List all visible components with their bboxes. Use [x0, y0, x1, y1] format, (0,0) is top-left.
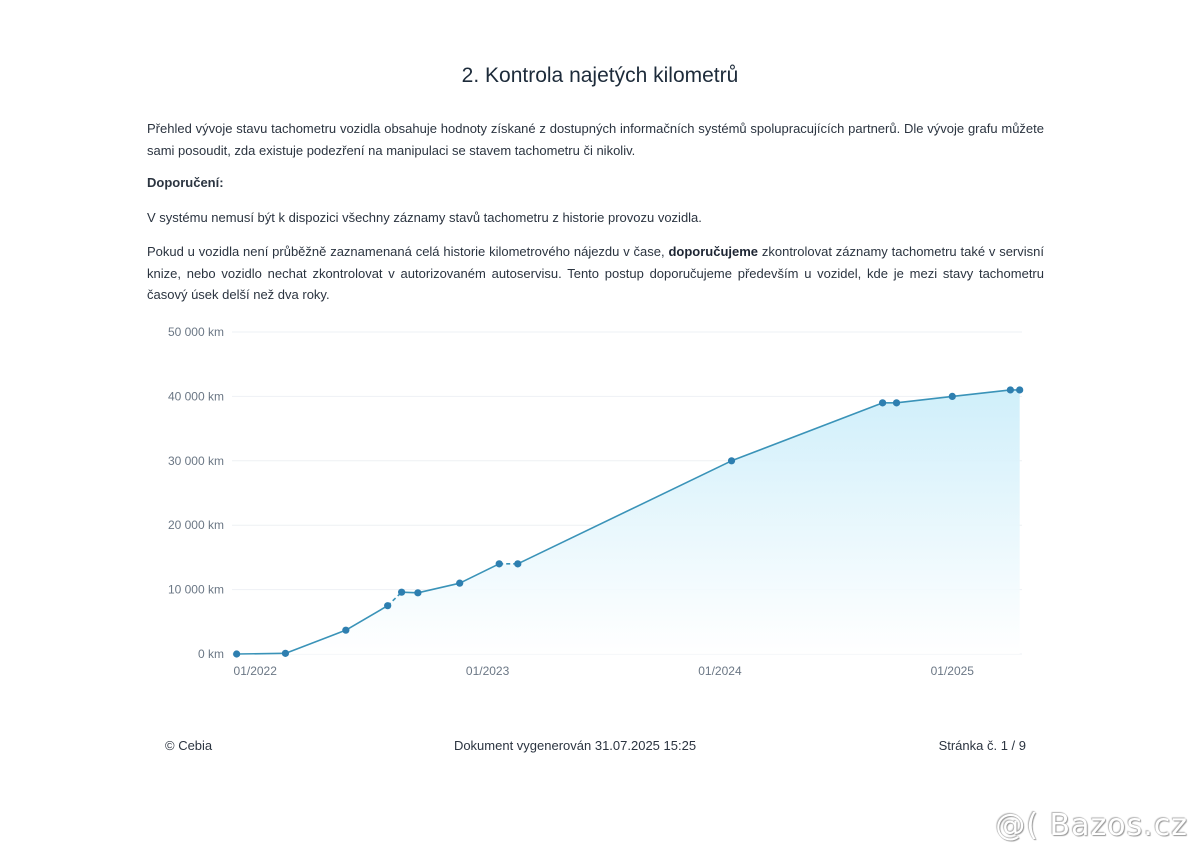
data-point[interactable] — [342, 626, 350, 634]
recommendation-paragraph: Pokud u vozidla není průběžně zaznamenan… — [147, 241, 1044, 306]
chart-area-layer — [236, 389, 1020, 654]
footer-generated: Dokument vygenerován 31.07.2025 15:25 — [453, 738, 697, 753]
series-line-segment — [459, 563, 500, 584]
x-tick-label: 01/2022 — [234, 664, 278, 678]
data-point[interactable] — [892, 399, 901, 407]
x-axis-labels: 01/2022 01/2023 01/2024 01/2025 — [234, 664, 975, 678]
y-tick-label: 0 km — [198, 647, 224, 661]
series-line-segment — [896, 395, 953, 404]
y-axis-labels: 0 km 10 000 km 20 000 km 30 000 km 40 000 km… — [168, 325, 224, 661]
data-point[interactable] — [514, 560, 522, 568]
y-tick-label: 40 000 km — [168, 389, 224, 403]
x-tick-label: 01/2023 — [466, 664, 510, 678]
footer-copyright: © Cebia — [165, 738, 213, 753]
data-point[interactable] — [727, 457, 736, 465]
data-point[interactable] — [233, 650, 241, 658]
series-line-segment — [731, 402, 883, 462]
y-tick-label: 30 000 km — [168, 454, 224, 468]
data-point[interactable] — [1006, 386, 1014, 394]
data-point[interactable] — [414, 589, 422, 597]
recommendation-text-end: zkontrolovat záznamy tachometru také v s… — [147, 244, 1044, 302]
series-line-segment — [417, 582, 460, 594]
chart-point-layer — [233, 386, 1024, 658]
y-tick-label: 20 000 km — [168, 518, 224, 532]
series-line-segment — [952, 389, 1011, 398]
recommendation-bold: doporučujeme — [668, 244, 759, 259]
y-tick-label: 50 000 km — [168, 325, 224, 339]
series-line-segment — [236, 652, 286, 655]
data-point[interactable] — [398, 588, 406, 596]
page-title: 2. Kontrola najetých kilometrů — [461, 64, 739, 87]
data-point[interactable] — [878, 399, 887, 407]
x-tick-label: 01/2024 — [698, 664, 742, 678]
series-area — [236, 389, 1020, 654]
data-point[interactable] — [1016, 386, 1024, 394]
data-point[interactable] — [495, 560, 503, 568]
series-line-segment — [345, 605, 389, 631]
watermark-logo: @( Bazos.cz — [995, 808, 1188, 843]
data-point[interactable] — [948, 392, 956, 400]
data-point[interactable] — [281, 649, 290, 657]
recommendation-heading: Doporučení: — [147, 175, 224, 190]
intro-paragraph: Přehled vývoje stavu tachometru vozidla … — [147, 121, 1044, 158]
series-line-segment — [285, 629, 347, 655]
footer-page-number: Stránka č. 1 / 9 — [938, 738, 1026, 753]
series-line-segment — [517, 460, 732, 565]
recommendation-text-start: Pokud u vozidla není průběžně zaznamenan… — [147, 244, 669, 259]
data-point[interactable] — [384, 602, 392, 610]
x-tick-label: 01/2025 — [931, 664, 975, 678]
data-point[interactable] — [456, 579, 464, 587]
recommendation-note: V systému nemusí být k dispozici všechny… — [147, 210, 702, 225]
y-tick-label: 10 000 km — [168, 583, 224, 597]
